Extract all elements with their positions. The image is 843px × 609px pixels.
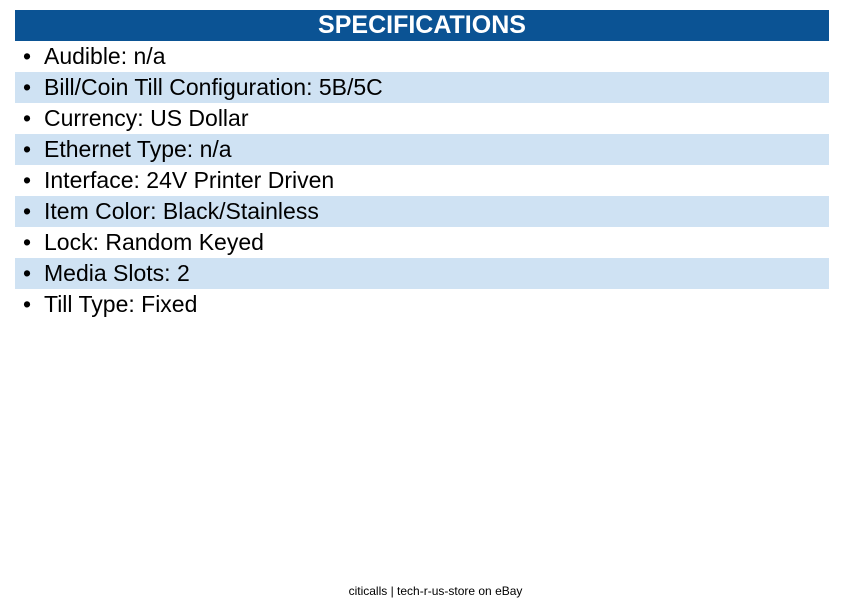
spec-item: Interface: 24V Printer Driven xyxy=(15,165,829,196)
spec-item: Audible: n/a xyxy=(15,41,829,72)
spec-item: Currency: US Dollar xyxy=(15,103,829,134)
spec-list: Audible: n/aBill/Coin Till Configuration… xyxy=(15,41,829,320)
footer: citicalls | tech-r-us-store on eBay xyxy=(348,584,523,598)
spec-item: Bill/Coin Till Configuration: 5B/5C xyxy=(15,72,829,103)
spec-item: Till Type: Fixed xyxy=(15,289,829,320)
spec-item: Item Color: Black/Stainless xyxy=(15,196,829,227)
spec-item: Ethernet Type: n/a xyxy=(15,134,829,165)
spec-item: Lock: Random Keyed xyxy=(15,227,829,258)
spec-item: Media Slots: 2 xyxy=(15,258,829,289)
header-title: SPECIFICATIONS xyxy=(15,10,829,41)
